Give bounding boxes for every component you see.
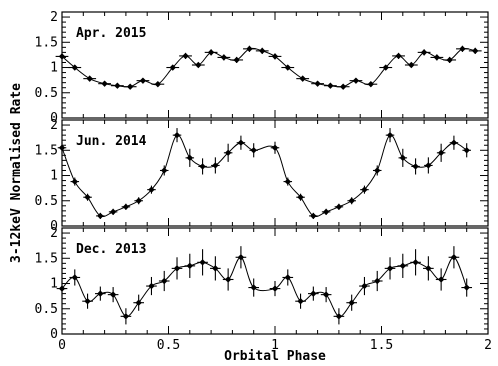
y-tick-label: 0.5 bbox=[35, 86, 58, 101]
y-tick-label: 0.5 bbox=[35, 194, 58, 209]
model-curve bbox=[61, 47, 476, 88]
y-tick-label: 1 bbox=[50, 277, 58, 292]
x-tick-label: 0.5 bbox=[157, 338, 180, 353]
panel-label: Dec. 2013 bbox=[76, 242, 146, 257]
y-tick-label: 1.5 bbox=[35, 251, 58, 266]
chart-text-layer: 0 0.5 1 1.5 2 Apr. 2015 0 0.5 1 1.5 2 Jun. 2014 0 0.5… bbox=[9, 10, 492, 364]
x-axis-label: Orbital Phase bbox=[224, 349, 326, 364]
x-tick-label: 0 bbox=[58, 338, 66, 353]
chart-data-layer bbox=[55, 45, 482, 325]
y-tick-label: 1.5 bbox=[35, 143, 58, 158]
y-tick-label: 2 bbox=[50, 226, 58, 241]
y-tick-label: 0 bbox=[50, 219, 58, 234]
y-tick-label: 0.5 bbox=[35, 302, 58, 317]
chart-frames bbox=[61, 11, 489, 335]
panel-label: Apr. 2015 bbox=[76, 26, 146, 41]
x-tick-label: 1.5 bbox=[370, 338, 393, 353]
model-curve bbox=[61, 256, 468, 317]
y-tick-label: 0 bbox=[50, 111, 58, 126]
data-point bbox=[58, 53, 66, 60]
y-tick-label: 0 bbox=[50, 327, 58, 342]
y-tick-label: 1.5 bbox=[35, 35, 58, 50]
y-tick-label: 1 bbox=[50, 61, 58, 76]
y-axis-label: 3-12keV Normalised Rate bbox=[9, 83, 24, 263]
x-tick-label: 1 bbox=[271, 338, 279, 353]
data-point bbox=[463, 284, 470, 291]
model-curve bbox=[61, 134, 467, 218]
y-tick-label: 2 bbox=[50, 10, 58, 25]
x-tick-label: 2 bbox=[484, 338, 492, 353]
y-tick-label: 1 bbox=[50, 169, 58, 184]
panel-label: Jun. 2014 bbox=[76, 134, 147, 149]
y-tick-label: 2 bbox=[50, 118, 58, 133]
